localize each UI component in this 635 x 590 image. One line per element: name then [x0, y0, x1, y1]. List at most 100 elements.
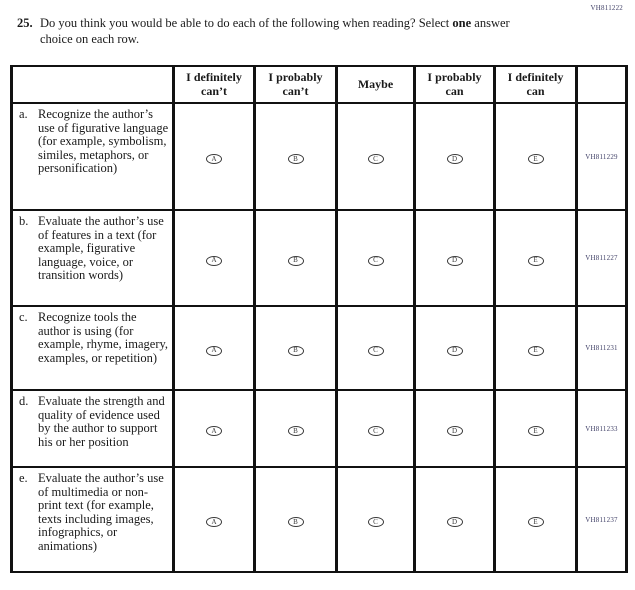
option-cell: D: [413, 389, 496, 468]
bubble-letter: D: [451, 256, 458, 264]
bubble-letter: B: [293, 346, 298, 354]
row-accession-code: VH811231: [575, 305, 628, 391]
option-cell: A: [172, 209, 256, 307]
row-d-option-B-bubble[interactable]: B: [287, 426, 304, 436]
row-e-option-C-bubble[interactable]: C: [367, 517, 384, 527]
row-d-option-D-bubble[interactable]: D: [446, 426, 463, 436]
table-row-d: d. Evaluate the strength and quality of …: [10, 389, 628, 468]
table-row-a: a. Recognize the author’s use of figurat…: [10, 102, 628, 211]
row-b-option-B-bubble[interactable]: B: [287, 255, 304, 266]
row-statement: Evaluate the author’s use of multimedia …: [38, 471, 164, 553]
header-code-cell: [575, 65, 628, 104]
row-b-option-D-bubble[interactable]: D: [446, 255, 463, 266]
option-cell: B: [253, 466, 338, 573]
header-definitely-can: I definitely can: [493, 65, 578, 104]
header-probably-can: I probably can: [413, 65, 496, 104]
option-cell: B: [253, 102, 338, 211]
statement-cell-d: d. Evaluate the strength and quality of …: [10, 389, 175, 468]
bubble-letter: B: [293, 154, 298, 163]
bubble-letter: E: [533, 346, 538, 354]
bubble-letter: B: [293, 426, 298, 435]
row-letter: e.: [19, 471, 28, 485]
row-e-option-A-bubble[interactable]: A: [206, 517, 222, 527]
row-a-option-B-bubble[interactable]: B: [287, 154, 304, 164]
row-e-option-D-bubble[interactable]: D: [446, 517, 463, 527]
row-letter: d.: [19, 394, 29, 408]
row-accession-code: VH811237: [575, 466, 628, 573]
question-block: 25. Do you think you would be able to do…: [17, 15, 545, 47]
row-c-option-A-bubble[interactable]: A: [206, 345, 222, 356]
option-cell: A: [172, 466, 256, 573]
statement-cell-b: b. Evaluate the author’s use of features…: [10, 209, 175, 307]
bubble-letter: A: [211, 517, 217, 526]
bubble-letter: D: [451, 346, 458, 354]
bubble-letter: E: [533, 154, 538, 163]
form-accession-code: VH811222: [590, 4, 623, 12]
row-d-option-A-bubble[interactable]: A: [206, 426, 222, 436]
bubble-letter: A: [211, 426, 217, 435]
row-letter: b.: [19, 214, 29, 228]
table-row-c: c. Recognize tools the author is using (…: [10, 305, 628, 391]
option-cell: D: [413, 209, 496, 307]
bubble-letter: B: [293, 517, 298, 526]
row-letter: a.: [19, 107, 28, 121]
header-definitely-cant: I definitely can’t: [172, 65, 256, 104]
row-statement: Recognize tools the author is using (for…: [38, 310, 169, 365]
response-grid-table: I definitely can’t I probably can’t Mayb…: [10, 65, 628, 573]
bubble-letter: C: [373, 154, 378, 163]
row-e-option-B-bubble[interactable]: B: [287, 517, 304, 527]
option-cell: E: [493, 102, 578, 211]
option-cell: D: [413, 102, 496, 211]
table-row-e: e. Evaluate the author’s use of multimed…: [10, 466, 628, 573]
option-cell: D: [413, 305, 496, 391]
bubble-letter: B: [293, 256, 298, 264]
bubble-letter: E: [533, 256, 538, 264]
option-cell: C: [335, 102, 416, 211]
option-cell: A: [172, 389, 256, 468]
row-c-option-B-bubble[interactable]: B: [287, 345, 304, 356]
option-cell: E: [493, 305, 578, 391]
question-text-bold-one: one: [452, 16, 472, 30]
row-statement: Recognize the author’s use of figurative…: [38, 107, 169, 176]
question-text-start: Do you think you would be able to do eac…: [40, 16, 453, 30]
option-cell: C: [335, 466, 416, 573]
option-cell: E: [493, 389, 578, 468]
option-cell: A: [172, 102, 256, 211]
row-b-option-C-bubble[interactable]: C: [367, 255, 384, 266]
bubble-letter: C: [373, 256, 378, 264]
row-statement: Evaluate the author’s use of features in…: [38, 214, 164, 283]
option-cell: D: [413, 466, 496, 573]
row-a-option-C-bubble[interactable]: C: [367, 154, 384, 164]
row-a-option-E-bubble[interactable]: E: [527, 154, 544, 164]
row-a-option-A-bubble[interactable]: A: [206, 154, 222, 164]
row-c-option-E-bubble[interactable]: E: [527, 345, 544, 356]
option-cell: B: [253, 209, 338, 307]
row-d-option-C-bubble[interactable]: C: [367, 426, 384, 436]
row-e-option-E-bubble[interactable]: E: [527, 517, 544, 527]
row-a-option-D-bubble[interactable]: D: [446, 154, 463, 164]
bubble-letter: A: [211, 256, 217, 264]
option-cell: C: [335, 209, 416, 307]
question-text-end: answer choice on each row.: [40, 16, 510, 46]
bubble-letter: C: [373, 346, 378, 354]
question-number: 25.: [17, 16, 33, 30]
header-row: I definitely can’t I probably can’t Mayb…: [10, 65, 628, 104]
header-stub-cell: [10, 65, 175, 104]
bubble-letter: C: [373, 426, 378, 435]
header-maybe: Maybe: [335, 65, 416, 104]
statement-cell-e: e. Evaluate the author’s use of multimed…: [10, 466, 175, 573]
bubble-letter: D: [451, 517, 458, 526]
bubble-letter: D: [451, 426, 458, 435]
option-cell: C: [335, 389, 416, 468]
row-b-option-E-bubble[interactable]: E: [527, 255, 544, 266]
row-letter: c.: [19, 310, 28, 324]
table-row-b: b. Evaluate the author’s use of features…: [10, 209, 628, 307]
row-d-option-E-bubble[interactable]: E: [527, 426, 544, 436]
row-b-option-A-bubble[interactable]: A: [206, 255, 222, 266]
row-c-option-D-bubble[interactable]: D: [446, 345, 463, 356]
bubble-letter: C: [373, 517, 378, 526]
row-c-option-C-bubble[interactable]: C: [367, 345, 384, 356]
option-cell: B: [253, 389, 338, 468]
statement-cell-a: a. Recognize the author’s use of figurat…: [10, 102, 175, 211]
option-cell: A: [172, 305, 256, 391]
